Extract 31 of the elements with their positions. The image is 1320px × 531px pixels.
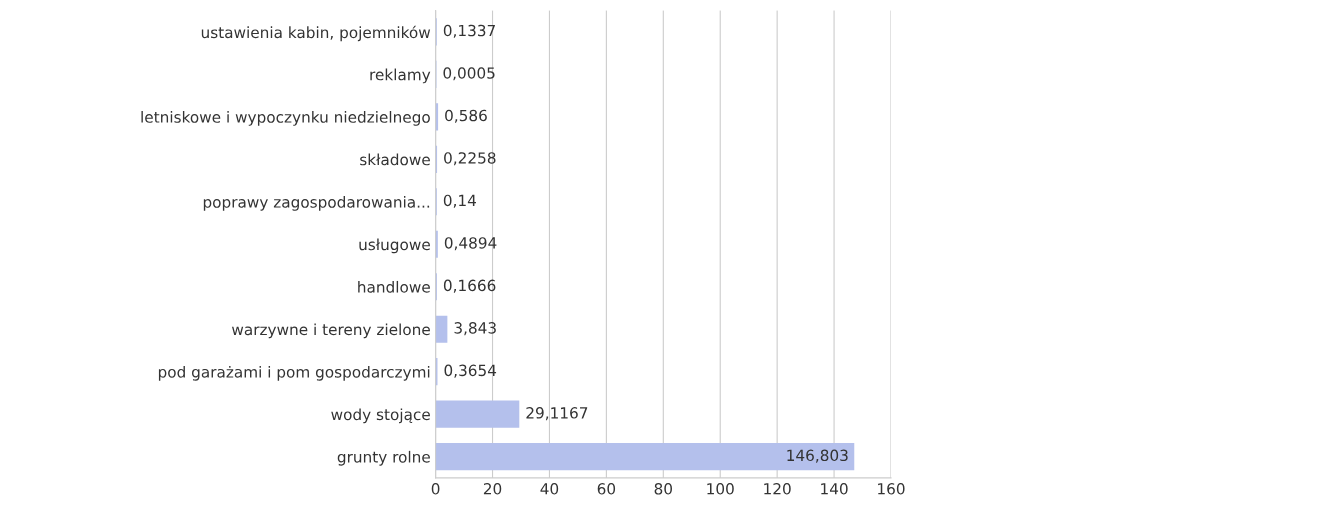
data-label: 0,3654 bbox=[444, 364, 497, 378]
data-label: 0,586 bbox=[445, 109, 487, 123]
x-tick-label: 20 bbox=[483, 483, 502, 495]
x-tick-label: 120 bbox=[764, 483, 791, 495]
y-tick-label: składowe bbox=[360, 153, 430, 166]
y-tick-label: warzywne i tereny zielone bbox=[232, 323, 430, 339]
y-tick-label: poprawy zagospodarowania... bbox=[203, 195, 430, 211]
x-tick-label: 40 bbox=[540, 483, 559, 495]
data-label: 0,14 bbox=[443, 194, 476, 208]
data-label: 0,1666 bbox=[443, 279, 496, 293]
data-label: 146,803 bbox=[787, 449, 848, 463]
y-tick-label: ustawienia kabin, pojemników bbox=[201, 25, 431, 42]
y-tick-label: letniskowe i wypoczynku niedzielnego bbox=[141, 111, 430, 126]
y-tick-label: pod garażami i pom gospodarczymi bbox=[158, 365, 430, 381]
y-tick-label: usługowe bbox=[359, 238, 430, 254]
y-tick-label: wody stojące bbox=[331, 408, 430, 424]
x-tick-label: 140 bbox=[821, 483, 848, 495]
y-tick-label: reklamy bbox=[370, 68, 431, 84]
data-label: 29,1167 bbox=[526, 407, 588, 421]
data-label: 3,843 bbox=[454, 322, 496, 336]
y-tick-label: grunty rolne bbox=[337, 450, 430, 466]
x-tick-label: 80 bbox=[654, 483, 673, 495]
x-tick-label: 160 bbox=[878, 483, 905, 495]
data-label: 0,2258 bbox=[444, 152, 496, 166]
data-label: 0,0005 bbox=[443, 67, 495, 81]
data-label: 0,4894 bbox=[444, 237, 497, 251]
x-tick-label: 60 bbox=[597, 483, 616, 495]
data-label: 0,1337 bbox=[443, 24, 495, 38]
x-tick-label: 0 bbox=[431, 483, 440, 495]
y-tick-label: handlowe bbox=[358, 280, 430, 293]
x-tick-label: 100 bbox=[707, 483, 734, 495]
